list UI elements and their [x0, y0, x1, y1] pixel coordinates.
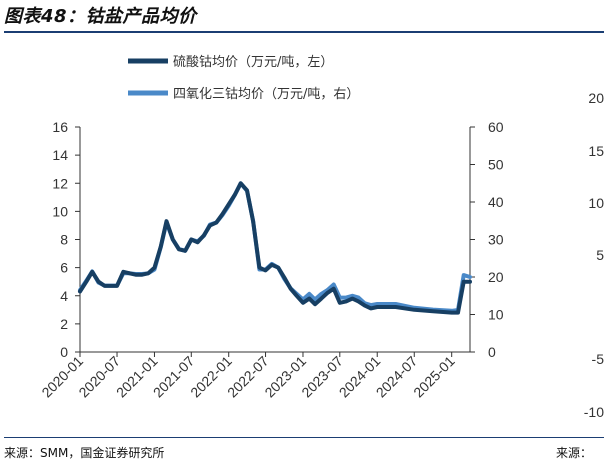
- title-divider: [4, 31, 604, 33]
- chart-legend: 硫酸钴均价（万元/吨，左） 四氧化三钴均价（万元/吨，右）: [128, 55, 359, 102]
- y-left-tick-label: 4: [60, 288, 68, 304]
- chart-series: [78, 181, 472, 315]
- legend-label: 硫酸钴均价（万元/吨，左）: [173, 55, 333, 70]
- y-right-tick-label: 0: [488, 344, 496, 360]
- stray-axis-tick-label: -10: [584, 404, 604, 420]
- series-line-cobalt-tetroxide: [78, 181, 472, 313]
- stray-axis-tick-label: 5: [596, 247, 604, 263]
- y-left-tick-label: 12: [52, 175, 68, 191]
- stray-axis: 20 15 10 5 -5 -10: [584, 90, 604, 420]
- y-left-tick-label: 14: [52, 147, 68, 163]
- y-right-tick-label: 50: [488, 157, 504, 173]
- y-left-tick-label: 0: [60, 344, 68, 360]
- source-note: 来源：SMM，国金证券研究所: [4, 446, 165, 460]
- y-right-tick-label: 10: [488, 307, 504, 323]
- stray-axis-tick-label: -5: [592, 351, 605, 367]
- y-left-tick-label: 2: [60, 316, 68, 332]
- legend-label: 四氧化三钴均价（万元/吨，右）: [173, 87, 359, 102]
- y-left-tick-label: 6: [60, 260, 68, 276]
- source-note-right: 来源：: [556, 446, 593, 460]
- stray-axis-tick-label: 15: [588, 143, 604, 159]
- y-right-tick-label: 60: [488, 119, 504, 135]
- figure-title: 图表48：钴盐产品均价: [4, 6, 197, 27]
- y-left-tick-label: 16: [52, 119, 68, 135]
- chart-axes: 024681012141601020304050602020-012020-07…: [38, 119, 503, 400]
- y-left-tick-label: 10: [52, 203, 68, 219]
- y-right-tick-label: 20: [488, 269, 504, 285]
- stray-axis-tick-label: 20: [588, 90, 604, 106]
- stray-axis-tick-label: 10: [588, 195, 604, 211]
- y-left-tick-label: 8: [60, 232, 68, 248]
- source-divider: [4, 437, 604, 438]
- y-right-tick-label: 40: [488, 194, 504, 210]
- series-line-cobalt-sulfate: [78, 181, 472, 315]
- x-tick-label: 2025-01: [410, 353, 458, 401]
- y-right-tick-label: 30: [488, 232, 504, 248]
